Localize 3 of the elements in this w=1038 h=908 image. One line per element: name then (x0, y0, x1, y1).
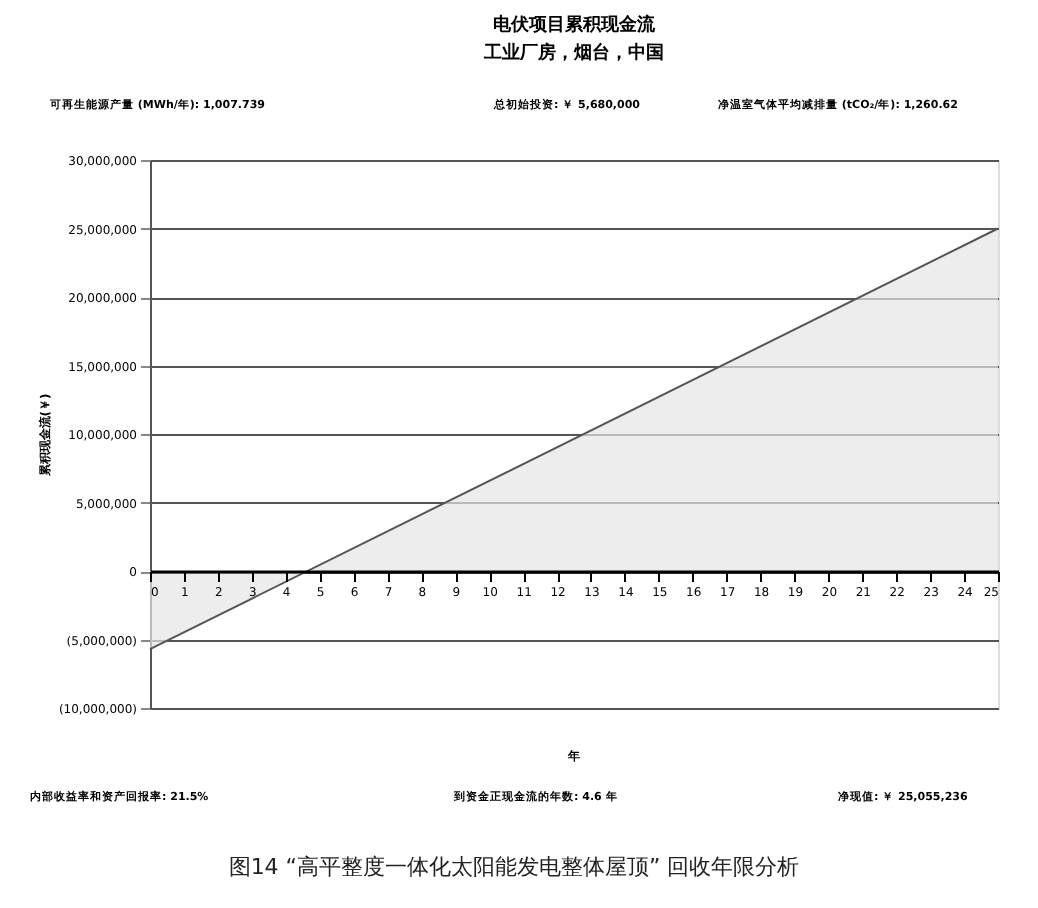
chart-subtitle: 工业厂房，烟台，中国 (482, 42, 664, 64)
chart-title: 电伏项目累积现金流 (493, 14, 657, 36)
caption: 图14 “高平整度一体化太阳能发电整体屋顶” 回收年限分析 (228, 854, 800, 880)
